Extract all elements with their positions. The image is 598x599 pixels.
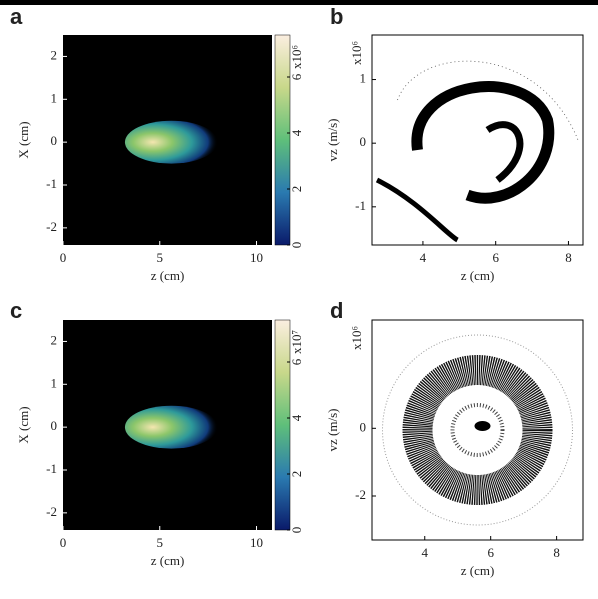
colorbar-label: x10⁷ — [289, 330, 304, 354]
y-tick-label: 1 — [51, 90, 58, 105]
y-tick-label: 0 — [360, 419, 367, 434]
panel-label: c — [10, 298, 22, 323]
y-tick-label: 2 — [51, 332, 58, 347]
x-tick-label: 8 — [553, 545, 560, 560]
colorbar-tick-label: 2 — [289, 471, 304, 478]
y-axis-label: vz (m/s) — [325, 119, 340, 162]
y-axis-label: vz (m/s) — [325, 409, 340, 452]
x-tick-label: 8 — [565, 250, 572, 265]
x-axis-label: z (cm) — [461, 268, 495, 283]
top-rule — [0, 0, 598, 5]
colorbar-label: x10⁶ — [289, 45, 304, 69]
x-tick-label: 4 — [422, 545, 429, 560]
colorbar-tick-label: 6 — [289, 73, 304, 80]
x-axis-label: z (cm) — [461, 563, 495, 578]
y-tick-label: -1 — [355, 198, 366, 213]
colorbar-tick-label: 2 — [289, 186, 304, 193]
x-tick-label: 4 — [420, 250, 427, 265]
phase-ring — [450, 403, 505, 457]
y-tick-label: -2 — [46, 219, 57, 234]
colorbar — [274, 319, 291, 531]
colorbar-tick-label: 0 — [289, 527, 304, 534]
x-axis-label: z (cm) — [151, 553, 185, 568]
colorbar-tick-label: 0 — [289, 242, 304, 249]
y-multiplier: x10⁶ — [349, 41, 364, 65]
x-tick-label: 5 — [157, 250, 164, 265]
panel-label: d — [330, 298, 343, 323]
phase-ring — [402, 355, 553, 505]
y-tick-label: 2 — [51, 47, 58, 62]
y-tick-label: 1 — [51, 375, 58, 390]
y-tick-label: -1 — [46, 461, 57, 476]
x-tick-label: 10 — [250, 250, 263, 265]
colorbar-tick-label: 6 — [289, 358, 304, 365]
x-tick-label: 6 — [492, 250, 499, 265]
y-axis-label: X (cm) — [16, 406, 31, 443]
density-blob — [124, 405, 218, 449]
y-tick-label: -2 — [355, 487, 366, 502]
x-axis-label: z (cm) — [151, 268, 185, 283]
x-tick-label: 0 — [60, 250, 67, 265]
y-tick-label: -2 — [46, 504, 57, 519]
phase-swirl — [411, 81, 555, 204]
y-tick-label: 0 — [360, 134, 367, 149]
phase-swirl — [485, 121, 524, 183]
phase-swirl — [375, 177, 459, 243]
y-axis-label: X (cm) — [16, 121, 31, 158]
phase-core — [474, 421, 491, 431]
y-tick-label: -1 — [46, 176, 57, 191]
colorbar-tick-label: 4 — [289, 414, 304, 421]
x-tick-label: 5 — [157, 535, 164, 550]
x-tick-label: 10 — [250, 535, 263, 550]
y-multiplier: x10⁶ — [349, 326, 364, 350]
panel-label: b — [330, 4, 343, 29]
colorbar-tick-label: 4 — [289, 129, 304, 136]
y-tick-label: 0 — [51, 133, 58, 148]
panel-label: a — [10, 4, 23, 29]
y-tick-label: 1 — [360, 71, 367, 86]
y-tick-label: 0 — [51, 418, 58, 433]
x-tick-label: 0 — [60, 535, 67, 550]
phase-ring — [382, 334, 573, 526]
density-blob — [124, 120, 218, 164]
colorbar — [274, 34, 291, 246]
x-tick-label: 6 — [487, 545, 494, 560]
